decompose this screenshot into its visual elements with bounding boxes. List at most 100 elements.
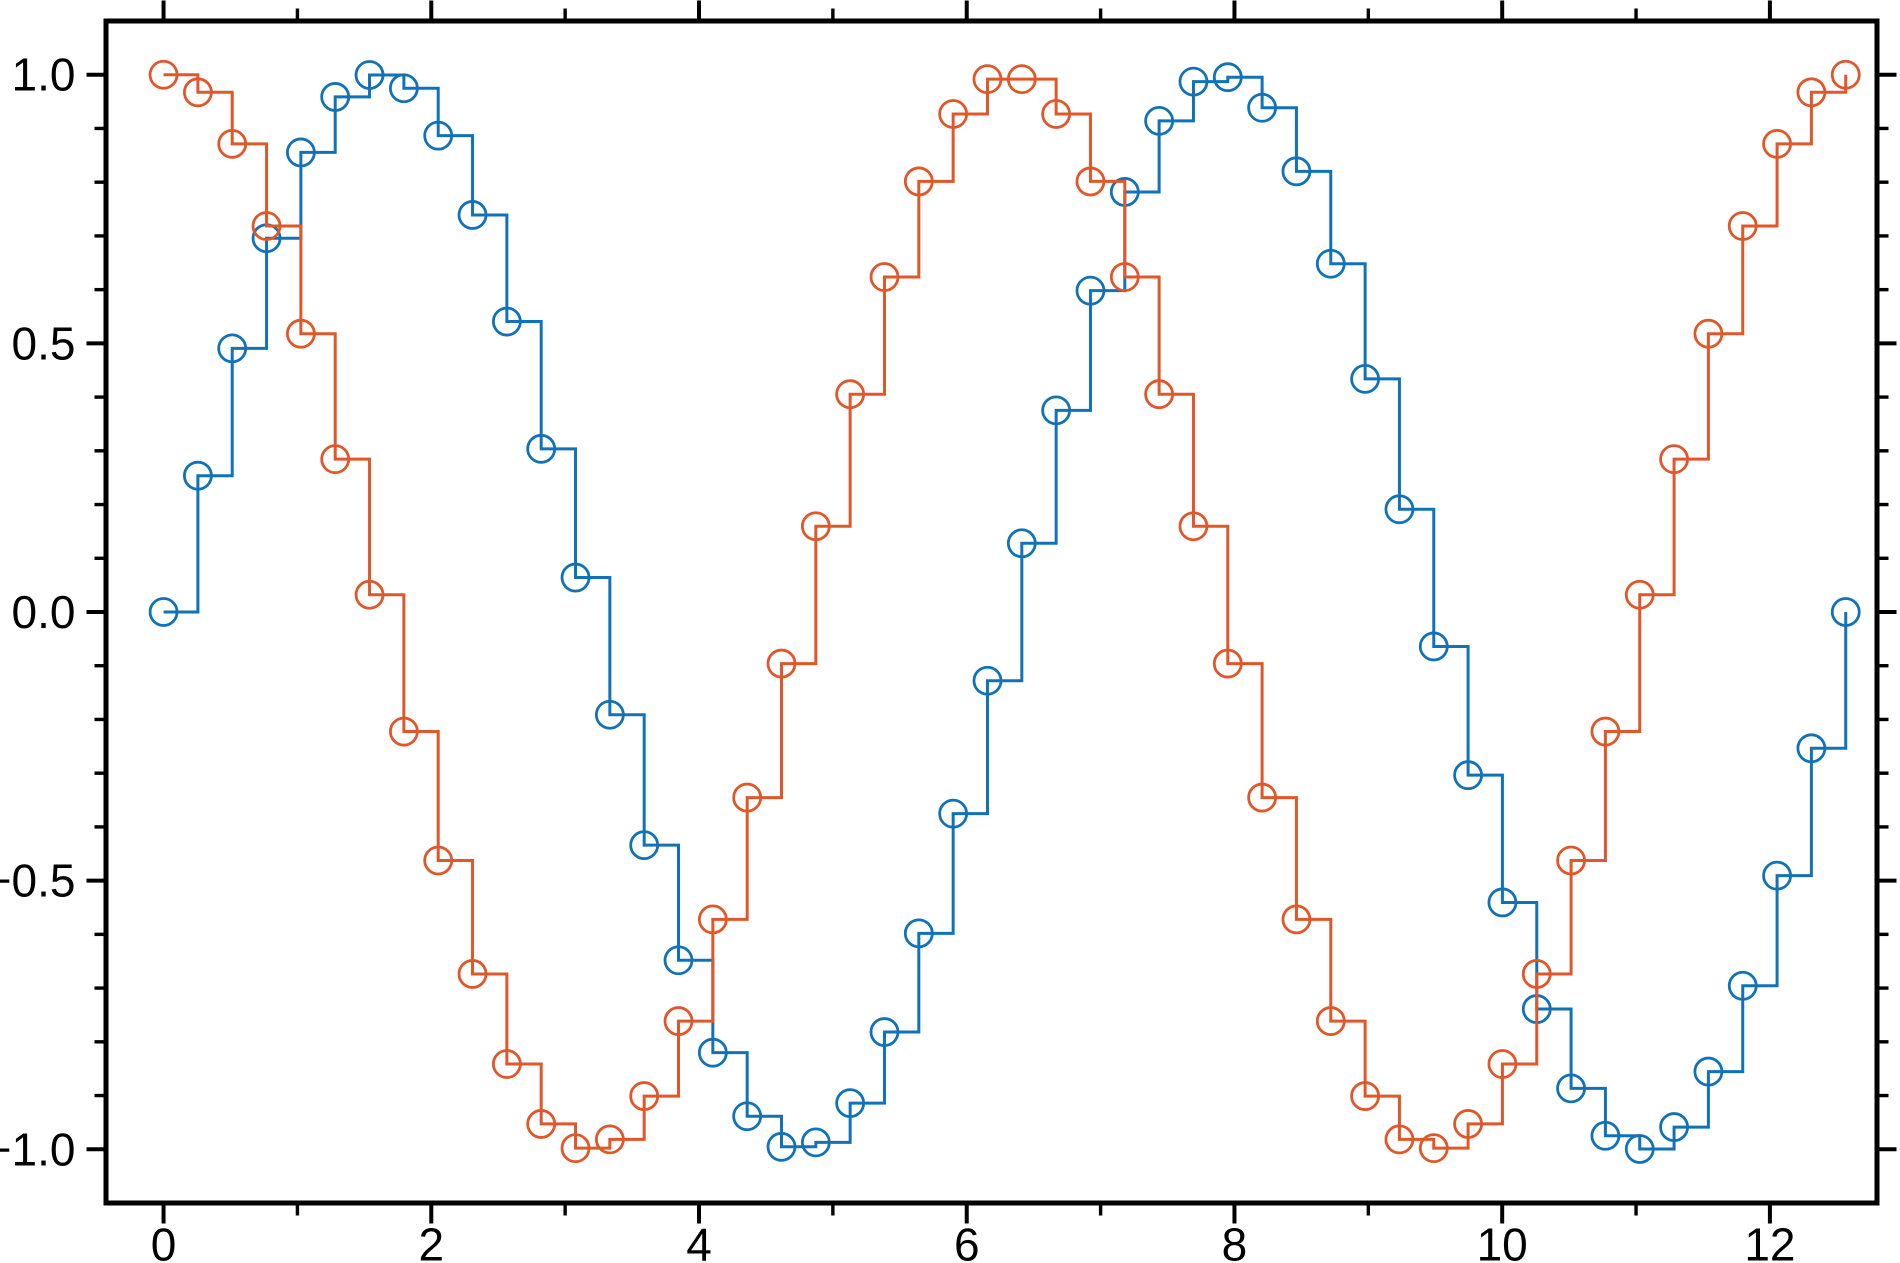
- sin-data-point-marker: [629, 830, 660, 861]
- cos-data-point-marker: [938, 99, 969, 129]
- cos-data-point-marker: [182, 77, 213, 108]
- sin-data-point-marker: [1624, 1134, 1655, 1164]
- cos-data-point-marker: [629, 1081, 660, 1111]
- cos-data-point-marker: [732, 782, 763, 813]
- sin-data-point-marker: [1041, 395, 1072, 426]
- cos-data-point-marker: [388, 716, 419, 747]
- sin-series-line: [163, 73, 1848, 1151]
- y-tick-labels: 1.0 0.5 0.0 −0.5 −1.0: [0, 49, 76, 1176]
- cos-data-point-marker: [1144, 379, 1175, 410]
- cos-data-point-marker: [251, 211, 282, 241]
- x-tick-label: 12: [1744, 1219, 1795, 1263]
- cos-data-point-marker: [1521, 959, 1552, 989]
- sin-data-point-marker: [1075, 275, 1106, 306]
- x-tick-label: 0: [151, 1219, 177, 1263]
- cos-data-point-marker: [1384, 1124, 1415, 1155]
- sin-data-point-marker: [732, 1101, 763, 1132]
- sin-data-point-marker: [869, 1017, 900, 1047]
- cos-data-point-marker: [1006, 64, 1037, 95]
- cos-data-point-marker: [594, 1124, 625, 1155]
- sin-data-point-marker: [663, 945, 694, 976]
- cos-data-point-marker: [766, 648, 797, 679]
- cos-data-point-marker: [1693, 318, 1724, 349]
- sin-data-point-marker: [1144, 105, 1175, 136]
- cos-series-line: [163, 73, 1848, 1150]
- cos-data-point-marker: [663, 1006, 694, 1036]
- cos-data-point-marker: [1556, 845, 1586, 876]
- sin-data-point-marker: [354, 60, 385, 90]
- x-tick-label: 2: [418, 1219, 444, 1263]
- sin-data-point-marker: [526, 433, 557, 464]
- cos-data-point-marker: [1830, 59, 1861, 90]
- cos-data-point-marker: [1659, 444, 1689, 475]
- sin-data-point-marker: [1556, 1073, 1586, 1104]
- sin-data-point-marker: [938, 798, 969, 829]
- y-tick-label: 1.0: [12, 49, 76, 101]
- sin-data-point-marker: [1590, 1120, 1621, 1151]
- sin-data-point-marker: [1315, 248, 1346, 279]
- cos-data-point-marker: [560, 1133, 591, 1164]
- sin-data-point-marker: [1178, 66, 1209, 97]
- sin-data-point-marker: [1762, 860, 1792, 891]
- sin-data-point-marker: [1659, 1112, 1689, 1142]
- sin-data-point-marker: [285, 137, 316, 168]
- axis-ticks: [86, 0, 1897, 1224]
- x-tick-label: 4: [686, 1219, 712, 1263]
- cos-data-point-marker: [423, 845, 454, 876]
- sin-data-point-marker: [320, 82, 351, 112]
- plot-border: [103, 18, 1880, 1206]
- sin-data-point-marker: [1384, 494, 1415, 525]
- cos-data-point-marker: [1762, 128, 1792, 159]
- sin-data-point-marker: [560, 562, 591, 593]
- sin-data-point-marker: [1796, 733, 1827, 764]
- sin-series: [148, 60, 1861, 1164]
- sin-data-point-marker: [903, 918, 934, 949]
- cos-data-point-marker: [457, 959, 488, 989]
- sin-data-point-marker: [835, 1088, 866, 1119]
- sin-data-point-marker: [1212, 62, 1243, 93]
- cos-data-point-marker: [491, 1049, 522, 1079]
- y-tick-label: 0.0: [12, 586, 76, 638]
- axes-frame: [103, 18, 1880, 1206]
- sin-data-point-marker: [491, 306, 522, 337]
- cos-data-point-marker: [354, 579, 385, 610]
- cos-data-point-marker: [217, 128, 248, 159]
- x-tick-labels: 0 2 4 6 8 10 12: [151, 1219, 1796, 1263]
- y-tick-label: −0.5: [0, 855, 76, 907]
- x-tick-label: 10: [1477, 1219, 1528, 1263]
- cos-data-point-marker: [1075, 166, 1106, 197]
- cos-data-point-marker: [835, 379, 866, 410]
- cos-data-point-marker: [1212, 648, 1243, 679]
- cos-data-point-marker: [1418, 1133, 1449, 1164]
- sin-data-point-marker: [800, 1127, 831, 1158]
- cos-data-point-marker: [1487, 1049, 1518, 1079]
- sin-data-point-marker: [1350, 363, 1381, 394]
- y-tick-label: −1.0: [0, 1123, 76, 1175]
- cos-data-point-marker: [148, 59, 179, 90]
- sin-data-point-marker: [1418, 631, 1449, 662]
- cos-data-point-marker: [1727, 211, 1758, 241]
- sin-data-point-marker: [1281, 156, 1312, 187]
- cos-data-point-marker: [1590, 716, 1621, 747]
- x-tick-label: 6: [954, 1219, 980, 1263]
- sin-data-point-marker: [1487, 887, 1518, 918]
- cos-data-point-marker: [1315, 1006, 1346, 1036]
- cos-data-point-marker: [285, 318, 316, 349]
- cos-data-point-marker: [1350, 1081, 1381, 1111]
- cos-data-point-marker: [1281, 904, 1312, 935]
- sin-data-point-marker: [1453, 760, 1483, 791]
- cos-data-point-marker: [1041, 99, 1072, 129]
- sin-data-point-marker: [972, 665, 1003, 696]
- cos-data-point-marker: [1109, 262, 1140, 292]
- cos-data-point-marker: [1247, 782, 1278, 813]
- sin-data-point-marker: [766, 1131, 797, 1162]
- cos-data-point-marker: [972, 64, 1003, 95]
- y-tick-label: 0.5: [12, 317, 76, 369]
- sin-data-point-marker: [697, 1037, 728, 1068]
- cos-data-point-marker: [1453, 1109, 1483, 1139]
- cos-data-point-marker: [903, 166, 934, 197]
- cos-data-point-marker: [526, 1109, 557, 1139]
- sin-data-point-marker: [423, 120, 454, 151]
- sin-data-point-marker: [1006, 528, 1037, 559]
